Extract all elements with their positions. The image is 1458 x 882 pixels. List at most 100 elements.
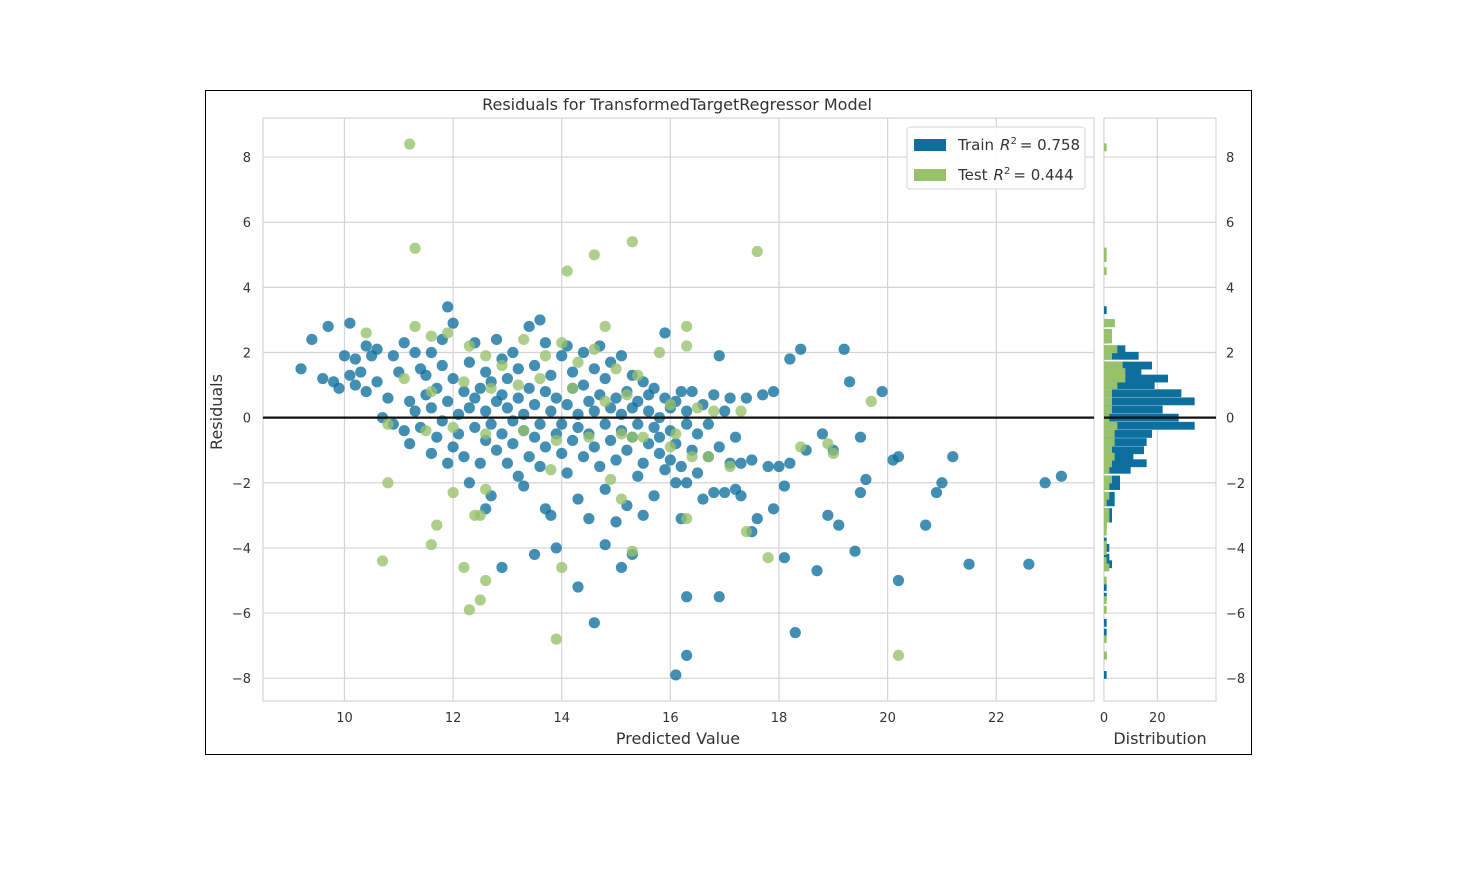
train-point	[686, 385, 698, 398]
distribution-test-bar	[1104, 421, 1118, 430]
train-point	[539, 385, 552, 398]
train-point	[784, 457, 796, 469]
distribution-test-bar	[1104, 254, 1107, 262]
train-point	[442, 395, 454, 407]
train-point	[648, 382, 660, 394]
distribution-train-bar	[1104, 306, 1107, 315]
train-point	[713, 591, 725, 603]
train-point	[425, 402, 437, 414]
distribution-test-bar	[1104, 361, 1123, 370]
test-point	[463, 604, 475, 616]
distribution-test-bar	[1104, 465, 1110, 474]
test-point	[822, 438, 834, 450]
train-point	[876, 385, 888, 398]
test-point	[588, 343, 600, 355]
train-point	[577, 346, 590, 359]
train-point	[404, 395, 416, 407]
train-point	[854, 486, 867, 499]
train-point	[528, 359, 541, 372]
train-point	[724, 392, 736, 404]
train-point	[947, 451, 959, 463]
distribution-train-bar	[1104, 583, 1107, 591]
train-point	[322, 320, 334, 333]
test-point	[892, 649, 905, 662]
train-point	[480, 366, 492, 378]
train-point	[599, 372, 611, 385]
legend-train-r-symbol: R	[1000, 136, 1010, 154]
train-point	[762, 460, 774, 473]
test-point	[447, 486, 459, 499]
test-point	[360, 327, 372, 339]
train-point	[599, 418, 611, 430]
distribution-test-bar	[1104, 557, 1107, 565]
distribution-test-bar	[1104, 446, 1112, 455]
train-point	[566, 366, 579, 378]
distribution-test-bar	[1104, 563, 1110, 572]
distribution-test-bar	[1104, 498, 1107, 507]
train-point	[637, 457, 649, 469]
train-point	[463, 402, 475, 414]
train-point	[610, 516, 622, 528]
test-point	[518, 333, 530, 346]
train-point	[789, 627, 801, 639]
distribution-train-bar	[1104, 452, 1134, 461]
test-point	[653, 346, 666, 359]
train-point	[507, 438, 519, 450]
test-point	[420, 425, 432, 437]
train-point	[539, 441, 552, 453]
distribution-train-bar	[1104, 544, 1110, 552]
test-point	[550, 434, 562, 447]
main-x-tick-label: 18	[771, 711, 788, 726]
test-point	[740, 526, 752, 538]
main-x-tick-label: 14	[553, 711, 570, 726]
test-point	[762, 552, 774, 564]
train-point	[507, 346, 519, 359]
train-point	[539, 337, 552, 349]
main-y-tick-label: 4	[243, 281, 251, 296]
test-point	[469, 509, 481, 521]
test-point	[702, 451, 714, 463]
test-point	[686, 451, 698, 463]
main-x-tick-label: 12	[445, 711, 462, 726]
distribution-y-tick-label: −2	[1226, 477, 1245, 492]
train-point	[556, 447, 568, 460]
main-y-tick-label: −4	[232, 542, 251, 557]
train-point	[648, 490, 660, 502]
test-point	[599, 320, 611, 333]
distribution-train-bar	[1104, 381, 1155, 389]
train-point	[545, 405, 557, 417]
train-point	[632, 395, 644, 407]
legend-test-r-symbol: R	[994, 166, 1004, 184]
train-point	[550, 392, 562, 404]
distribution-y-tick-label: 6	[1226, 216, 1234, 231]
distribution-x-tick-label: 0	[1100, 711, 1108, 726]
distribution-train-bar	[1104, 389, 1182, 398]
train-point	[512, 470, 524, 482]
test-point	[561, 265, 573, 277]
distribution-train-bar	[1104, 618, 1107, 627]
test-point	[480, 574, 492, 587]
distribution-x-tick-labels: 0 20	[1100, 711, 1166, 726]
main-x-tick-label: 16	[662, 711, 679, 726]
test-point	[626, 431, 638, 443]
test-point	[691, 402, 704, 414]
test-point	[458, 561, 470, 574]
train-point	[681, 649, 693, 662]
distribution-test-bar	[1104, 335, 1112, 344]
train-point	[572, 421, 584, 434]
test-point	[626, 545, 638, 557]
train-point	[822, 509, 834, 521]
test-points	[360, 138, 905, 662]
legend-box	[906, 126, 1086, 190]
train-point	[534, 418, 546, 430]
train-point	[404, 438, 416, 450]
train-point	[528, 399, 541, 411]
distribution-y-tick-label: −4	[1226, 542, 1245, 557]
train-point	[501, 402, 514, 414]
train-point	[643, 405, 655, 417]
test-point	[409, 320, 421, 333]
train-point	[512, 363, 524, 375]
train-point	[295, 363, 307, 375]
train-point	[1023, 558, 1035, 570]
train-point	[333, 382, 345, 394]
